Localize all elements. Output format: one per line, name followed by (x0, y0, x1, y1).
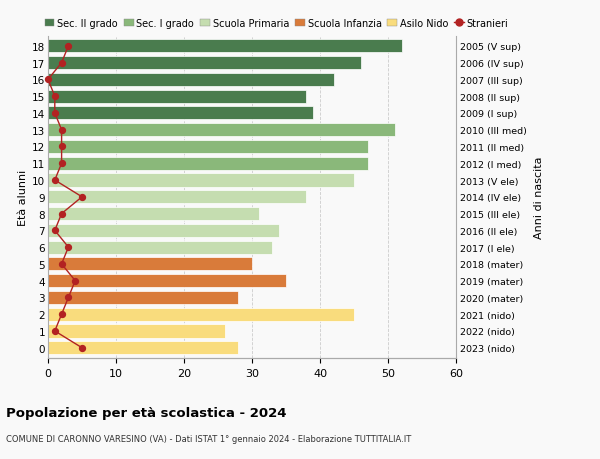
Bar (48, 325, 225, 338)
Bar (48, 90, 307, 103)
Point (43, 77, 53, 84)
Bar (48, 74, 334, 87)
Bar (48, 57, 361, 70)
Point (77, 344, 87, 352)
Bar (48, 40, 401, 53)
Bar (48, 124, 395, 137)
Legend: Sec. II grado, Sec. I grado, Scuola Primaria, Scuola Infanzia, Asilo Nido, Stran: Sec. II grado, Sec. I grado, Scuola Prim… (45, 19, 509, 28)
Bar (48, 174, 354, 187)
Bar (48, 224, 279, 237)
Y-axis label: Anni di nascita: Anni di nascita (534, 156, 544, 239)
Bar (48, 241, 272, 254)
Bar (48, 157, 368, 170)
Point (50, 177, 59, 185)
Bar (48, 191, 307, 204)
Point (57, 210, 67, 218)
Point (57, 144, 67, 151)
Point (57, 261, 67, 268)
Bar (48, 291, 238, 304)
Point (70, 277, 80, 285)
Bar (48, 308, 354, 321)
Point (64, 294, 73, 302)
Point (50, 110, 59, 118)
Text: COMUNE DI CARONNO VARESINO (VA) - Dati ISTAT 1° gennaio 2024 - Elaborazione TUTT: COMUNE DI CARONNO VARESINO (VA) - Dati I… (6, 434, 411, 443)
Point (64, 43, 73, 50)
Point (57, 311, 67, 318)
Bar (48, 258, 252, 271)
Bar (48, 207, 259, 221)
Point (57, 127, 67, 134)
Point (64, 244, 73, 251)
Point (50, 93, 59, 101)
Point (77, 194, 87, 201)
Point (57, 60, 67, 67)
Text: Popolazione per età scolastica - 2024: Popolazione per età scolastica - 2024 (6, 406, 287, 419)
Point (50, 328, 59, 335)
Point (50, 227, 59, 235)
Bar (48, 341, 238, 354)
Point (57, 160, 67, 168)
Y-axis label: Età alunni: Età alunni (18, 169, 28, 225)
Bar (48, 140, 368, 154)
Bar (48, 107, 313, 120)
Bar (48, 274, 286, 288)
